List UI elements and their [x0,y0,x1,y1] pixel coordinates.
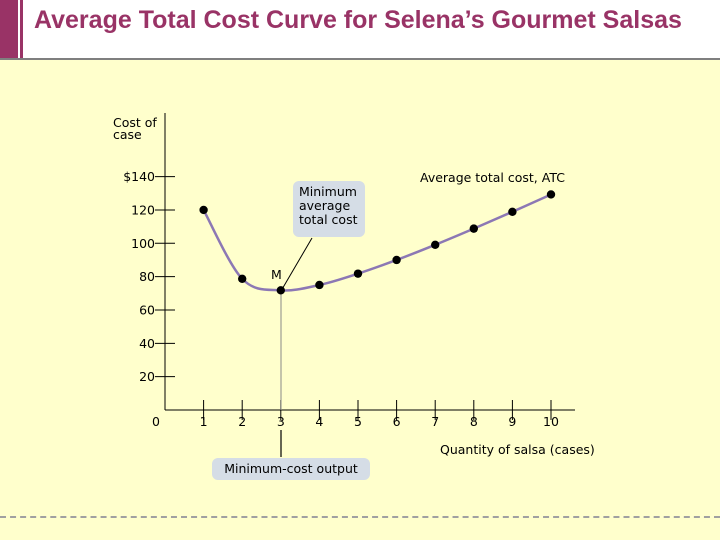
x-tick-label: 7 [431,414,439,429]
data-point [431,240,440,250]
atc-curve [202,193,552,292]
curve-label: Average total cost, ATC [420,170,565,185]
callout-line-3: total cost [299,212,358,227]
y-tick-label: 100 [131,236,155,251]
x-ticks: 1 2 3 4 5 6 7 8 9 10 [200,400,559,429]
x-tick-label: 6 [393,414,401,429]
callout-leader-atc [280,237,313,292]
x-tick-label: 10 [543,414,559,429]
x-tick-label: 8 [470,414,478,429]
data-point [353,269,363,278]
x-tick-label: 3 [277,414,285,429]
title-bar: Average Total Cost Curve for Selena’s Go… [0,0,720,60]
data-point [392,255,401,265]
footer-rule [0,516,720,518]
data-point [469,224,478,233]
data-point [238,274,247,284]
x-tick-label: 2 [238,414,246,429]
y-axis-label: Cost of case [113,115,161,142]
y-ticks: 20 40 60 80 100 120 $140 [123,169,175,384]
y-axis-label-line-1: Cost of [113,115,157,130]
data-point [199,205,208,215]
axes [164,113,575,411]
x-tick-label: 4 [315,414,323,429]
accent-bar [0,0,18,60]
y-tick-label: $140 [123,169,155,184]
y-tick-label: 80 [139,269,155,284]
x-tick-label: 5 [354,414,362,429]
x-axis-label: Quantity of salsa (cases) [440,442,595,457]
y-tick-label: 20 [139,369,155,384]
origin-label: 0 [152,414,160,429]
y-tick-label: 40 [139,336,155,351]
data-point [546,190,556,199]
y-tick-label: 60 [139,302,155,317]
x-tick-label: 1 [200,414,208,429]
data-point [508,207,517,216]
data-point [276,286,285,295]
callout-minimum-cost-output: Minimum-cost output [212,458,370,480]
callout-line-1: Minimum [299,184,357,199]
x-tick-label: 9 [508,414,516,429]
y-axis-label-line-2: case [113,127,142,142]
callout-minimum-average-total-cost: Minimum average total cost [293,181,365,237]
slide-title: Average Total Cost Curve for Selena’s Go… [34,6,682,34]
accent-bar-thin [20,0,23,60]
data-point [315,280,324,290]
header-rule [0,58,720,60]
y-tick-label: 120 [131,202,155,217]
data-points [199,190,556,295]
callout-line-2: average [299,198,351,213]
minimum-point-label: M [271,267,282,282]
